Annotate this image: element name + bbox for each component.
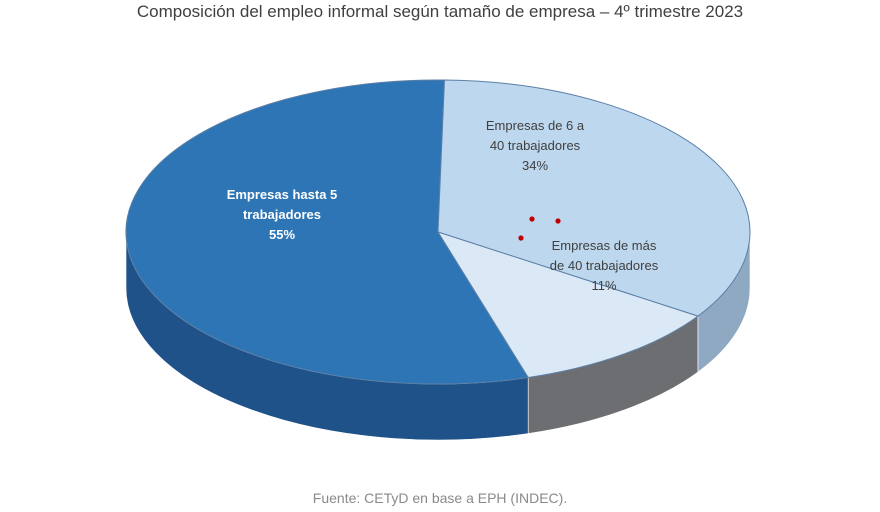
slice-hasta-5-label: Empresas hasta 5 trabajadores 55% (227, 187, 338, 242)
slice-value-label: 11% (591, 278, 616, 293)
slice-value-label: 34% (522, 158, 548, 173)
slice-mas-de-40 (436, 231, 699, 379)
marker-dot (555, 218, 561, 224)
chart-title: Composición del empleo informal según ta… (136, 2, 744, 21)
slice-label-line: 40 trabajadores (490, 138, 581, 153)
pie-marks-layer (518, 216, 561, 241)
marker-dot (529, 216, 535, 222)
chart-source: Fuente: CETyD en base a EPH (INDEC). (312, 490, 568, 506)
slice-label-line: de 40 trabajadores (550, 258, 659, 273)
slice-mas-de-40-label: Empresas de más de 40 trabajadores 11% (550, 238, 659, 293)
slice-hasta-5 (125, 79, 530, 385)
slice-label-line: Empresas hasta 5 (227, 187, 338, 202)
slice-label-line: trabajadores (243, 207, 321, 222)
marker-dot (518, 235, 524, 241)
slice-label-line: Empresas de más (552, 238, 657, 253)
slice-value-label: 55% (269, 227, 295, 242)
pie-depth-layer (125, 231, 751, 441)
slice-6-a-40-label: Empresas de 6 a 40 trabajadores 34% (486, 118, 585, 173)
pie-slices-layer (125, 79, 751, 385)
pie-labels-layer: Empresas hasta 5trabajadores55%Empresas … (227, 118, 659, 293)
slice-label-line: Empresas de 6 a (486, 118, 585, 133)
